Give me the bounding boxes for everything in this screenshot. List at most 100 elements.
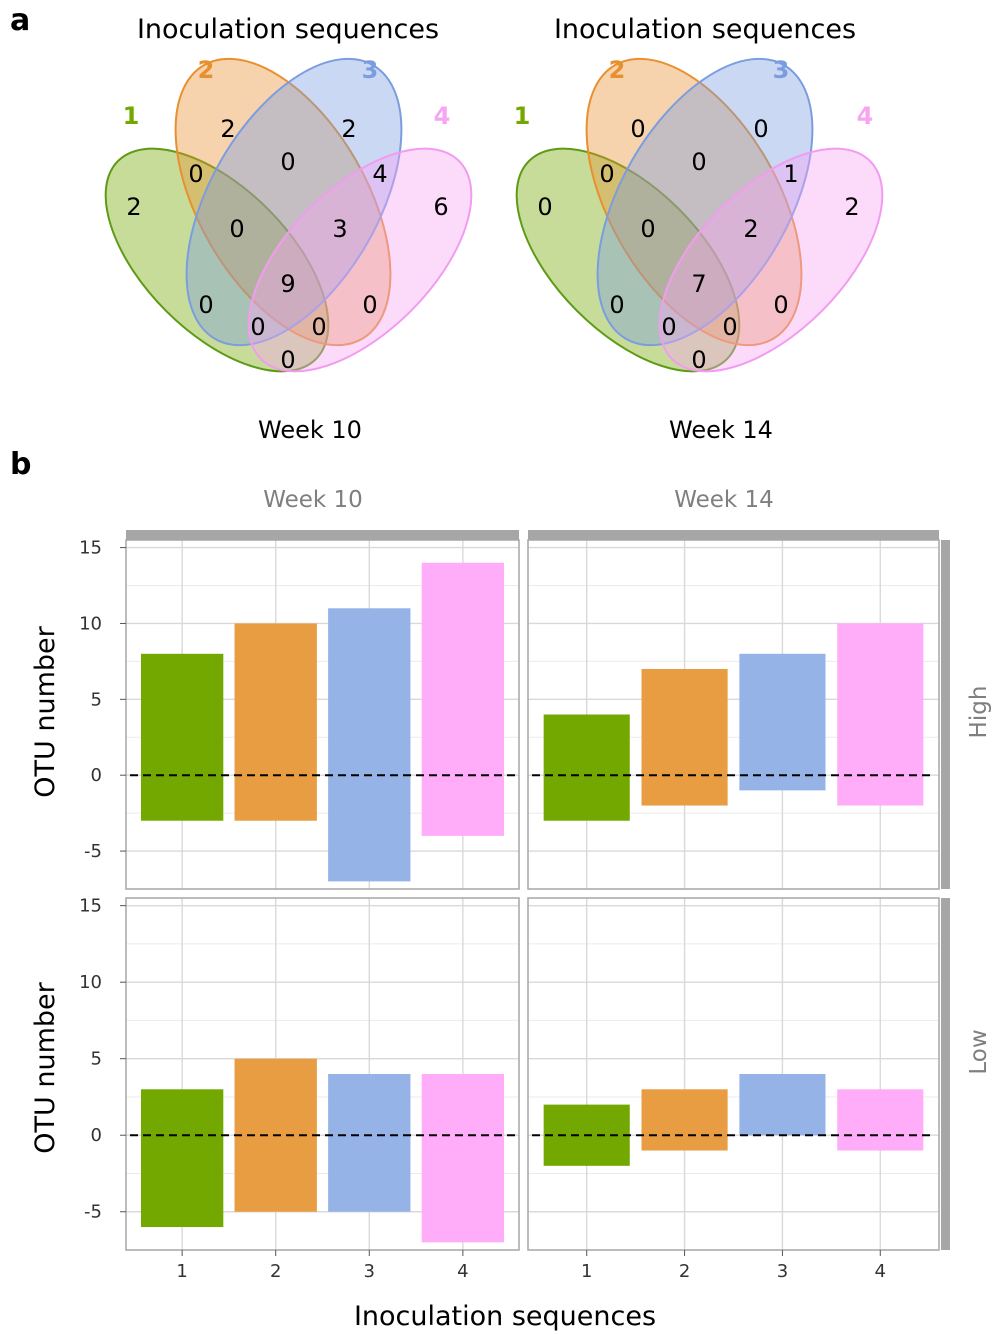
venn-region-only4: 6 — [433, 193, 448, 221]
venn-region-234: 3 — [332, 215, 347, 243]
venn-region-123: 0 — [640, 215, 655, 243]
bar-2 — [641, 1089, 728, 1151]
venn-region-124: 0 — [362, 291, 377, 319]
col-strip-week10: Week 10 — [263, 487, 363, 513]
bar-3 — [328, 1074, 411, 1212]
x-tick-label: 3 — [777, 1261, 788, 1282]
venn-week-label: Week 14 — [669, 416, 773, 444]
venn-set-3 — [596, 57, 814, 347]
venn-set-2 — [174, 57, 392, 347]
x-tick-label: 4 — [457, 1261, 468, 1282]
venn-set-4 — [658, 147, 884, 373]
col-strip-bar-week10 — [126, 530, 519, 540]
venn-region-234: 2 — [743, 215, 758, 243]
venn-set-label-4: 4 — [434, 102, 451, 130]
bar-3 — [328, 608, 411, 882]
panel-border — [125, 897, 520, 1251]
bar-2 — [641, 668, 728, 806]
facet-week10-low: -5 0 5 10 15 1 2 3 4 — [79, 896, 520, 1282]
y-tick-label: 10 — [79, 613, 102, 634]
y-tick-label: 10 — [79, 972, 102, 993]
venn-title: Inoculation sequences — [137, 14, 439, 45]
venn-region-only2: 0 — [630, 115, 645, 143]
venn-region-23: 0 — [280, 148, 295, 176]
venn-set-label-2: 2 — [609, 56, 626, 84]
venn-set-label-1: 1 — [514, 102, 531, 130]
bar-3 — [739, 1074, 826, 1136]
venn-region-only1: 0 — [537, 193, 552, 221]
row-strip-bar-low — [941, 898, 950, 1250]
panel-a-letter: a — [10, 3, 30, 38]
bar-1 — [140, 653, 224, 821]
y-tick-label: 5 — [91, 689, 102, 710]
venn-region-34: 1 — [783, 160, 798, 188]
venn-week10: Inoculation sequences 1 2 3 4 2 2 2 6 0 … — [104, 14, 473, 444]
facet-week14-low: 1 2 3 4 — [527, 897, 940, 1282]
venn-region-12: 0 — [599, 160, 614, 188]
venn-region-only1: 2 — [126, 193, 141, 221]
x-tick-label: 2 — [679, 1261, 690, 1282]
venn-week-label: Week 10 — [258, 416, 362, 444]
venn-region-14: 0 — [280, 346, 295, 374]
venn-region-23: 0 — [691, 148, 706, 176]
venn-set-4 — [247, 147, 473, 373]
bar-1 — [140, 1089, 224, 1228]
bar-3 — [739, 653, 826, 791]
x-tick-label: 1 — [581, 1261, 592, 1282]
row-strip-bar-high — [941, 540, 950, 889]
x-tick-label: 2 — [270, 1261, 281, 1282]
panel-background — [528, 898, 939, 1250]
facet-grid: -5 0 5 10 15 -5 0 5 10 15 1 2 3 4 1 2 3 4 — [79, 538, 940, 1282]
venn-region-only2: 2 — [220, 115, 235, 143]
bar-2 — [234, 623, 317, 821]
facet-week10-high: -5 0 5 10 15 — [79, 538, 520, 890]
venn-region-134: 0 — [250, 313, 265, 341]
venn-region-12: 0 — [188, 160, 203, 188]
col-strip-bar-week14 — [528, 530, 939, 540]
panel-border — [527, 897, 940, 1251]
x-tick-label: 3 — [364, 1261, 375, 1282]
x-tick-label: 1 — [176, 1261, 187, 1282]
venn-region-only3: 0 — [753, 115, 768, 143]
y-tick-label: 15 — [79, 896, 102, 917]
venn-week14: Inoculation sequences 1 2 3 4 0 0 0 2 0 … — [514, 14, 884, 444]
venn-set-2 — [585, 57, 803, 347]
bar-4 — [837, 1089, 924, 1151]
y-tick-label: -5 — [84, 1202, 102, 1223]
venn-region-124: 0 — [773, 291, 788, 319]
venn-set-label-1: 1 — [123, 102, 140, 130]
venn-set-label-3: 3 — [362, 56, 379, 84]
panel-border — [125, 539, 520, 890]
venn-region-only3: 2 — [341, 115, 356, 143]
venn-set-label-4: 4 — [857, 102, 874, 130]
venn-region-134: 0 — [661, 313, 676, 341]
y-axis-title-low: OTU number — [30, 981, 61, 1153]
venn-region-1234: 9 — [280, 270, 295, 298]
venn-region-1234: 7 — [691, 270, 706, 298]
venn-region-13: 0 — [198, 291, 213, 319]
venn-title: Inoculation sequences — [554, 14, 856, 45]
y-tick-label: -5 — [84, 841, 102, 862]
venn-region-24: 0 — [722, 313, 737, 341]
row-strip-low: Low — [966, 1029, 992, 1074]
y-tick-label: 0 — [91, 765, 102, 786]
venn-region-only4: 2 — [844, 193, 859, 221]
venn-set-3 — [185, 57, 403, 347]
row-strip-high: High — [966, 686, 992, 739]
venn-region-24: 0 — [311, 313, 326, 341]
x-tick-label: 4 — [875, 1261, 886, 1282]
bar-4 — [421, 562, 505, 836]
bar-1 — [543, 714, 630, 821]
venn-region-13: 0 — [609, 291, 624, 319]
facet-week14-high — [527, 539, 940, 890]
venn-set-label-2: 2 — [198, 56, 215, 84]
x-axis-title: Inoculation sequences — [354, 1301, 656, 1332]
y-axis-title-high: OTU number — [30, 625, 61, 797]
y-tick-label: 15 — [79, 538, 102, 559]
y-tick-label: 5 — [91, 1049, 102, 1070]
col-strip-week14: Week 14 — [674, 487, 774, 513]
panel-b-letter: b — [10, 447, 31, 482]
panel-border — [527, 539, 940, 890]
venn-set-1 — [104, 147, 330, 373]
